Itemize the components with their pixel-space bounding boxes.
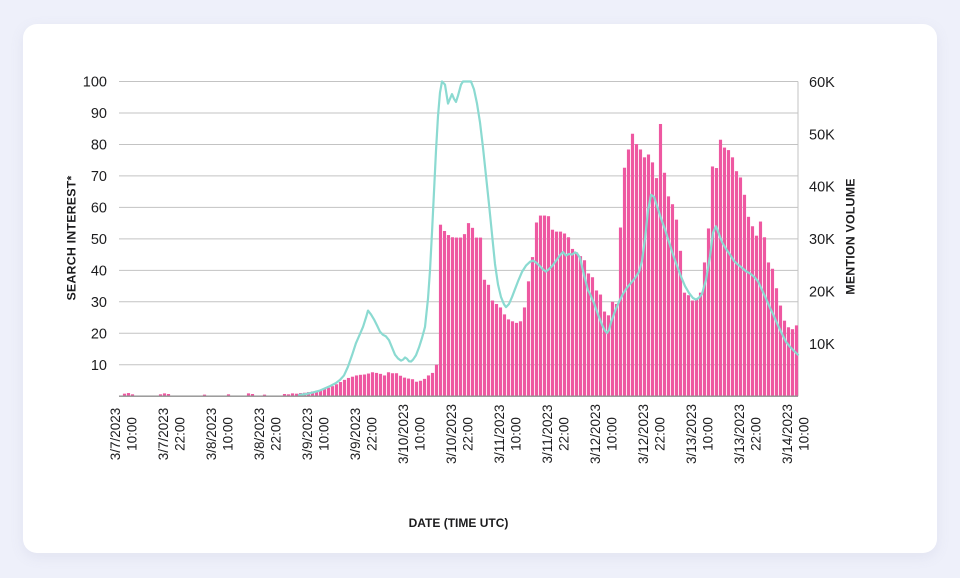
svg-text:40: 40 bbox=[91, 264, 107, 280]
svg-text:DATE (TIME UTC): DATE (TIME UTC) bbox=[409, 516, 509, 530]
svg-text:20K: 20K bbox=[809, 285, 835, 301]
svg-text:SEARCH INTEREST*: SEARCH INTEREST* bbox=[65, 175, 79, 300]
svg-text:60K: 60K bbox=[809, 75, 835, 91]
svg-text:10K: 10K bbox=[809, 337, 835, 353]
svg-text:30: 30 bbox=[91, 295, 107, 311]
svg-text:40K: 40K bbox=[809, 180, 835, 196]
svg-text:50: 50 bbox=[91, 232, 107, 248]
svg-text:10: 10 bbox=[91, 358, 107, 374]
svg-text:70: 70 bbox=[91, 169, 107, 185]
svg-text:60: 60 bbox=[91, 201, 107, 217]
svg-text:MENTION VOLUME: MENTION VOLUME bbox=[844, 178, 858, 294]
svg-text:20: 20 bbox=[91, 327, 107, 343]
svg-text:50K: 50K bbox=[809, 127, 835, 143]
svg-text:100: 100 bbox=[83, 75, 107, 91]
svg-text:30K: 30K bbox=[809, 232, 835, 248]
svg-text:90: 90 bbox=[91, 106, 107, 122]
svg-text:80: 80 bbox=[91, 138, 107, 154]
